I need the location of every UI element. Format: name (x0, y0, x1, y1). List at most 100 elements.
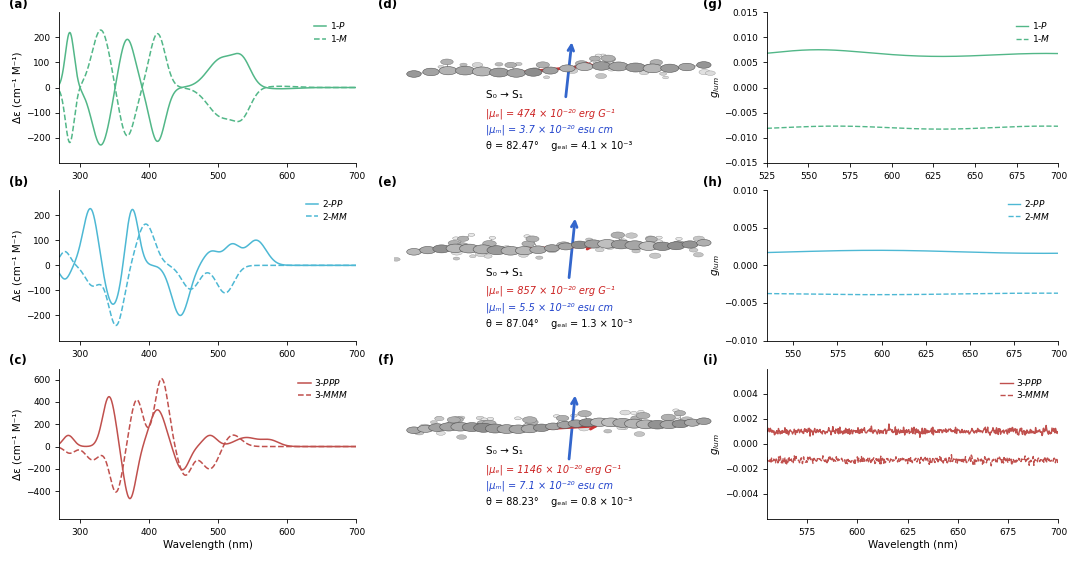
Circle shape (609, 63, 619, 67)
Circle shape (570, 414, 577, 417)
Circle shape (502, 246, 511, 250)
Circle shape (459, 244, 478, 253)
Circle shape (576, 63, 593, 71)
Circle shape (522, 425, 539, 433)
Circle shape (643, 64, 662, 73)
Circle shape (419, 424, 430, 429)
Text: (c): (c) (9, 354, 27, 367)
Circle shape (609, 62, 629, 71)
Circle shape (649, 253, 661, 258)
Circle shape (489, 68, 509, 77)
Circle shape (625, 241, 645, 250)
Circle shape (407, 249, 421, 255)
Circle shape (590, 418, 609, 426)
Circle shape (584, 240, 603, 248)
Circle shape (648, 420, 667, 429)
Circle shape (468, 233, 475, 236)
Circle shape (431, 421, 437, 424)
Text: |μₑ| = 857 × 10⁻²⁰ erg G⁻¹: |μₑ| = 857 × 10⁻²⁰ erg G⁻¹ (486, 286, 616, 296)
Text: (h): (h) (703, 176, 721, 188)
Circle shape (435, 416, 444, 421)
Text: (f): (f) (378, 354, 394, 367)
Circle shape (631, 416, 643, 421)
Circle shape (545, 423, 561, 430)
Circle shape (595, 248, 604, 252)
Circle shape (674, 415, 680, 419)
Circle shape (502, 247, 512, 252)
Circle shape (649, 65, 657, 68)
Circle shape (585, 238, 593, 241)
Circle shape (492, 246, 499, 249)
Circle shape (653, 242, 672, 251)
Circle shape (624, 419, 644, 428)
Circle shape (637, 411, 645, 413)
Circle shape (515, 62, 522, 66)
Circle shape (571, 241, 588, 249)
Legend: 2-$PP$, 2-$MM$: 2-$PP$, 2-$MM$ (1004, 195, 1054, 226)
Text: |μₑ| = 1146 × 10⁻²⁰ erg G⁻¹: |μₑ| = 1146 × 10⁻²⁰ erg G⁻¹ (486, 465, 621, 475)
Circle shape (433, 245, 450, 253)
Circle shape (672, 420, 689, 427)
Circle shape (556, 415, 569, 421)
Circle shape (639, 71, 649, 75)
Circle shape (472, 62, 483, 67)
Circle shape (476, 416, 484, 420)
Circle shape (592, 62, 611, 70)
Circle shape (529, 68, 541, 73)
Circle shape (489, 236, 496, 240)
Circle shape (454, 423, 460, 426)
Circle shape (663, 417, 672, 421)
Circle shape (562, 421, 568, 424)
Circle shape (407, 427, 421, 434)
Circle shape (530, 246, 546, 254)
Circle shape (697, 240, 711, 246)
Text: |μₘ| = 3.7 × 10⁻²⁰ esu cm: |μₘ| = 3.7 × 10⁻²⁰ esu cm (486, 125, 613, 135)
Y-axis label: $g_{lum}$: $g_{lum}$ (710, 77, 721, 98)
Circle shape (523, 417, 537, 423)
Circle shape (534, 424, 550, 431)
Circle shape (557, 421, 572, 429)
Text: |μₘ| = 5.5 × 10⁻²⁰ esu cm: |μₘ| = 5.5 × 10⁻²⁰ esu cm (486, 302, 613, 313)
Legend: 2-$PP$, 2-$MM$: 2-$PP$, 2-$MM$ (302, 195, 352, 226)
Circle shape (678, 63, 696, 71)
Circle shape (595, 54, 602, 57)
Circle shape (633, 422, 639, 426)
Circle shape (546, 247, 557, 252)
Circle shape (483, 420, 496, 426)
Y-axis label: Δε (cm⁻¹ M⁻¹): Δε (cm⁻¹ M⁻¹) (13, 229, 23, 301)
Circle shape (599, 54, 606, 57)
Circle shape (625, 233, 637, 238)
Circle shape (590, 56, 600, 61)
Circle shape (487, 246, 507, 255)
Circle shape (440, 67, 457, 75)
Circle shape (612, 419, 633, 427)
X-axis label: Wavelength (nm): Wavelength (nm) (163, 540, 253, 550)
Circle shape (646, 236, 656, 240)
Circle shape (705, 71, 715, 75)
Circle shape (660, 420, 678, 429)
Circle shape (699, 70, 711, 75)
Circle shape (646, 237, 658, 242)
Circle shape (497, 425, 516, 434)
Circle shape (650, 59, 662, 65)
Circle shape (447, 417, 460, 423)
Circle shape (543, 76, 550, 79)
Circle shape (536, 62, 550, 68)
Text: (g): (g) (703, 0, 721, 11)
Circle shape (544, 245, 559, 252)
Circle shape (602, 418, 621, 427)
Text: |μₘ| = 7.1 × 10⁻²⁰ esu cm: |μₘ| = 7.1 × 10⁻²⁰ esu cm (486, 481, 613, 491)
Circle shape (603, 62, 609, 65)
Circle shape (681, 241, 698, 248)
Circle shape (693, 236, 704, 241)
Circle shape (418, 425, 433, 433)
Circle shape (448, 241, 460, 246)
Circle shape (509, 425, 528, 434)
Text: θ = 87.04°    gₑₐₗ = 1.3 × 10⁻³: θ = 87.04° gₑₐₗ = 1.3 × 10⁻³ (486, 319, 633, 329)
Circle shape (456, 243, 469, 249)
Circle shape (473, 245, 492, 254)
Circle shape (408, 428, 419, 433)
Circle shape (407, 71, 421, 77)
Text: S₀ → S₁: S₀ → S₁ (486, 90, 524, 100)
Circle shape (529, 426, 540, 431)
